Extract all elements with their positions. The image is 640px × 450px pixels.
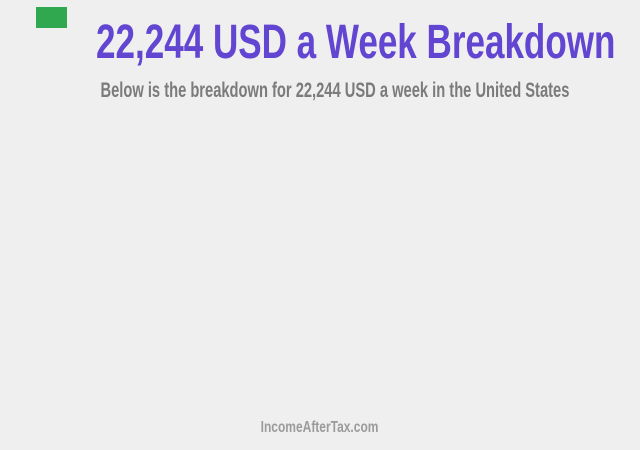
site-watermark: IncomeAfterTax.com — [0, 420, 640, 436]
page-title-text: 22,244 USD a Week Breakdown — [96, 16, 616, 69]
page-subtitle-text: Below is the breakdown for 22,244 USD a … — [100, 79, 570, 102]
page-subtitle: Below is the breakdown for 22,244 USD a … — [0, 80, 640, 101]
site-watermark-text: IncomeAfterTax.com — [261, 419, 379, 436]
top-left-green-rectangle — [36, 7, 67, 28]
page-title: 22,244 USD a Week Breakdown — [0, 19, 640, 67]
